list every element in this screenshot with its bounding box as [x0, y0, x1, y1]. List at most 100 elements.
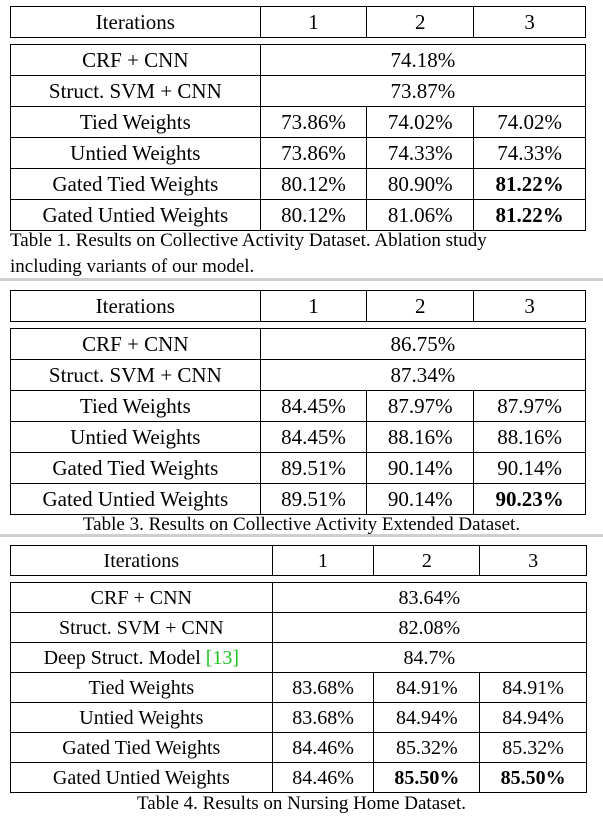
- cell: 90.14%: [366, 483, 475, 515]
- cell: 90.14%: [473, 452, 586, 484]
- header-iter-3: 3: [479, 545, 587, 576]
- header-iter-1: 1: [271, 545, 375, 576]
- header-iter-3: 3: [473, 290, 586, 322]
- table-1-caption-line-2: including variants of our model.: [10, 256, 255, 277]
- table-row: Struct. SVM + CNN 87.34%: [10, 359, 587, 391]
- cell: 73.86%: [259, 106, 368, 138]
- cell: 89.51%: [259, 452, 368, 484]
- row-label: Struct. SVM + CNN: [10, 359, 261, 391]
- table-row: Gated Untied Weights 89.51% 90.14% 90.23…: [10, 483, 586, 515]
- table-row: Deep Struct. Model [13] 84.7%: [10, 642, 588, 673]
- table-3: Iterations 1 2 3 CRF + CNN 86.75% Struct…: [10, 290, 587, 515]
- table-row: Gated Untied Weights 84.46% 85.50% 85.50…: [10, 762, 587, 793]
- row-value: 83.64%: [271, 582, 588, 613]
- cell: 81.06%: [366, 199, 475, 231]
- cell: 83.68%: [271, 672, 375, 703]
- cell: 85.32%: [479, 732, 587, 763]
- cell: 74.33%: [473, 137, 586, 169]
- header-iterations: Iterations: [10, 6, 261, 38]
- cell: 88.16%: [366, 421, 475, 453]
- row-label: Gated Tied Weights: [10, 452, 261, 484]
- row-label: Struct. SVM + CNN: [10, 612, 273, 643]
- cell: 84.91%: [373, 672, 481, 703]
- section-divider: [0, 534, 603, 537]
- row-label: CRF + CNN: [10, 328, 261, 360]
- header-iter-2: 2: [373, 545, 481, 576]
- cell: 85.32%: [373, 732, 481, 763]
- table-row: Struct. SVM + CNN 73.87%: [10, 75, 587, 107]
- table-1: Iterations 1 2 3 CRF + CNN 74.18% Struct…: [10, 6, 587, 231]
- cell: 84.94%: [479, 702, 587, 733]
- cell-best: 85.50%: [479, 762, 587, 793]
- cell: 74.02%: [366, 106, 475, 138]
- header-iter-3: 3: [473, 6, 586, 38]
- cell: 73.86%: [259, 137, 368, 169]
- cell: 80.12%: [259, 168, 368, 200]
- cell-best: 85.50%: [373, 762, 481, 793]
- cell: 84.45%: [259, 390, 368, 422]
- cell: 74.33%: [366, 137, 475, 169]
- table-row: Untied Weights 83.68% 84.94% 84.94%: [10, 702, 587, 733]
- row-value: 84.7%: [271, 642, 588, 673]
- table-4: Iterations 1 2 3 CRF + CNN 83.64% Struct…: [10, 545, 588, 793]
- row-label: Gated Untied Weights: [10, 199, 261, 231]
- row-label-text: Deep Struct. Model: [43, 646, 206, 669]
- table-row: Gated Untied Weights 80.12% 81.06% 81.22…: [10, 199, 586, 231]
- row-label: Gated Untied Weights: [10, 762, 273, 793]
- row-label: Untied Weights: [10, 137, 261, 169]
- header-iter-2: 2: [366, 6, 475, 38]
- table-header-row: Iterations 1 2 3: [10, 290, 586, 322]
- table-header-row: Iterations 1 2 3: [10, 545, 587, 576]
- row-value: 82.08%: [271, 612, 588, 643]
- cell: 87.97%: [366, 390, 475, 422]
- row-label: Struct. SVM + CNN: [10, 75, 261, 107]
- cell: 84.91%: [479, 672, 587, 703]
- header-iterations: Iterations: [10, 545, 273, 576]
- table-row: Struct. SVM + CNN 82.08%: [10, 612, 588, 643]
- row-label: Gated Tied Weights: [10, 168, 261, 200]
- row-value: 74.18%: [259, 44, 587, 76]
- cell: 84.46%: [271, 732, 375, 763]
- header-iter-2: 2: [366, 290, 475, 322]
- cell-best: 90.23%: [473, 483, 586, 515]
- citation-link[interactable]: [13]: [205, 646, 240, 669]
- cell: 80.90%: [366, 168, 475, 200]
- header-iter-1: 1: [259, 290, 368, 322]
- table-row: Gated Tied Weights 84.46% 85.32% 85.32%: [10, 732, 587, 763]
- cell-best: 81.22%: [473, 168, 586, 200]
- row-label: Untied Weights: [10, 421, 261, 453]
- cell: 84.94%: [373, 702, 481, 733]
- row-value: 73.87%: [259, 75, 587, 107]
- header-iter-1: 1: [259, 6, 368, 38]
- table-row: Gated Tied Weights 89.51% 90.14% 90.14%: [10, 452, 586, 484]
- table-row: Untied Weights 84.45% 88.16% 88.16%: [10, 421, 586, 453]
- cell: 89.51%: [259, 483, 368, 515]
- table-row: Gated Tied Weights 80.12% 80.90% 81.22%: [10, 168, 586, 200]
- row-label: CRF + CNN: [10, 44, 261, 76]
- section-divider: [0, 278, 603, 281]
- table-4-caption: Table 4. Results on Nursing Home Dataset…: [136, 793, 466, 814]
- table-header-row: Iterations 1 2 3: [10, 6, 586, 38]
- cell: 83.68%: [271, 702, 375, 733]
- table-row: Tied Weights 84.45% 87.97% 87.97%: [10, 390, 586, 422]
- cell-best: 81.22%: [473, 199, 586, 231]
- row-label: Tied Weights: [10, 390, 261, 422]
- header-iterations: Iterations: [10, 290, 261, 322]
- table-row: Tied Weights 83.68% 84.91% 84.91%: [10, 672, 587, 703]
- row-label: Untied Weights: [10, 702, 273, 733]
- row-label: Tied Weights: [10, 672, 273, 703]
- cell: 74.02%: [473, 106, 586, 138]
- cell: 84.45%: [259, 421, 368, 453]
- table-row: Untied Weights 73.86% 74.33% 74.33%: [10, 137, 586, 169]
- table-row: Tied Weights 73.86% 74.02% 74.02%: [10, 106, 586, 138]
- row-label: CRF + CNN: [10, 582, 273, 613]
- table-3-caption: Table 3. Results on Collective Activity …: [82, 514, 521, 534]
- table-1-caption-line-1: Table 1. Results on Collective Activity …: [10, 230, 487, 251]
- cell: 84.46%: [271, 762, 375, 793]
- table-row: CRF + CNN 86.75%: [10, 328, 587, 360]
- row-label: Deep Struct. Model [13]: [10, 642, 273, 673]
- cell: 88.16%: [473, 421, 586, 453]
- cell: 90.14%: [366, 452, 475, 484]
- row-value: 86.75%: [259, 328, 587, 360]
- cell: 87.97%: [473, 390, 586, 422]
